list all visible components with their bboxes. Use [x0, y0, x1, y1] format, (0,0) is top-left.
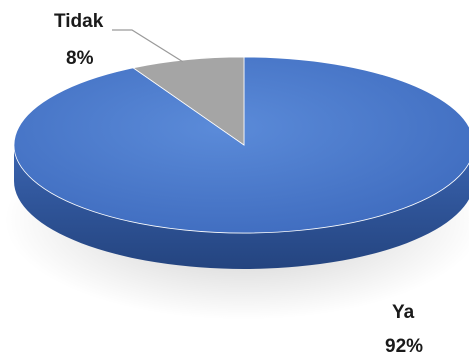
pie-slice-tidak: [132, 56, 245, 146]
label-ya-name: Ya: [392, 302, 415, 323]
tidak-leader-line: [112, 29, 184, 63]
pie-side-wall: [14, 145, 469, 269]
label-ya-percent: 92%: [385, 336, 423, 357]
pie-slice-ya: [13, 56, 469, 234]
label-tidak-percent: 8%: [66, 48, 94, 69]
label-tidak-name: Tidak: [54, 11, 104, 32]
